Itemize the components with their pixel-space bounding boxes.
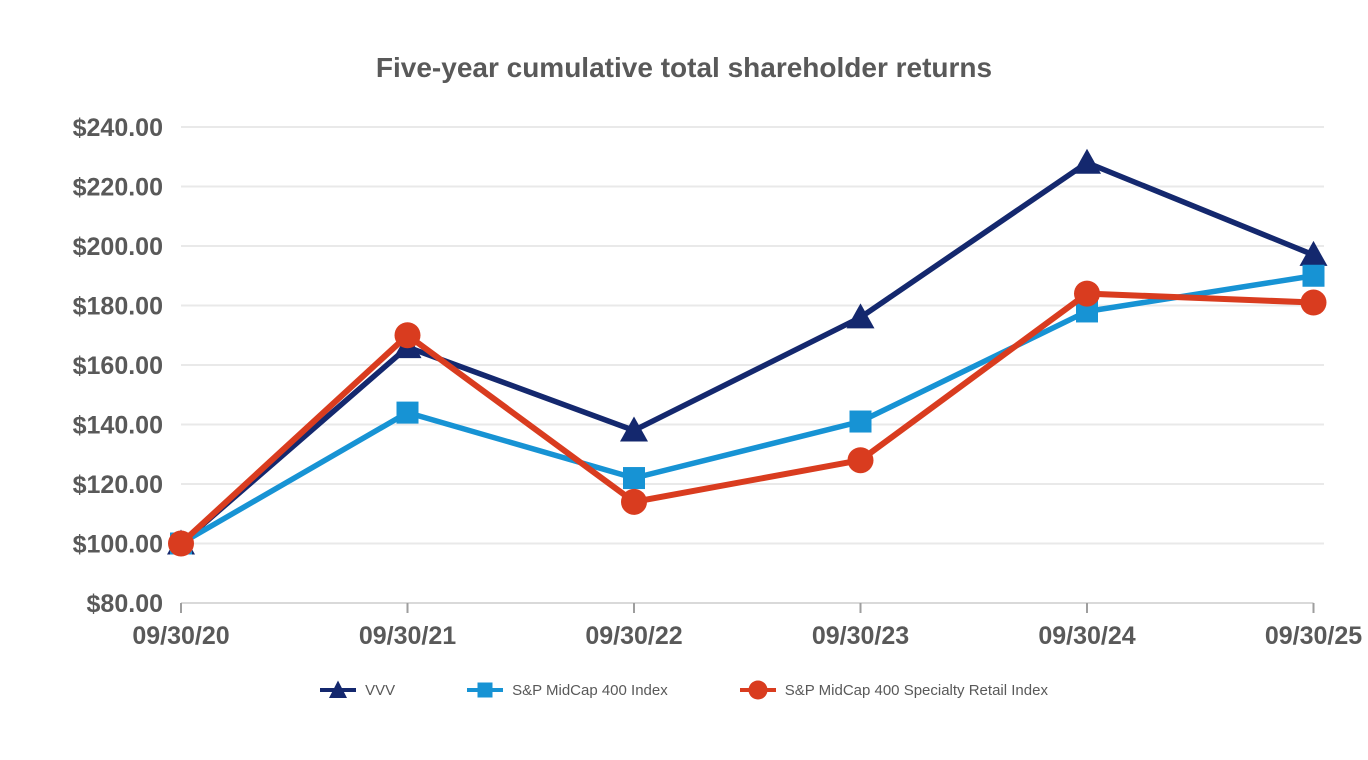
- circle-marker-s-p-midcap-400-specialty-retail-index: [1300, 289, 1327, 316]
- triangle-legend-marker-icon: [320, 680, 357, 698]
- legend-triangle: [329, 680, 348, 698]
- y-axis-tick-label: $100.00: [73, 531, 163, 559]
- y-axis-tick-label: $240.00: [73, 114, 163, 142]
- x-axis-tick-label: 09/30/25: [1265, 622, 1362, 650]
- triangle-marker-vvv: [1073, 148, 1101, 174]
- y-axis-tick-label: $180.00: [73, 293, 163, 321]
- legend-square: [477, 682, 493, 698]
- legend-label: S&P MidCap 400 Index: [512, 681, 668, 699]
- series-s-p-midcap-400-specialty-retail-index: [168, 280, 1327, 557]
- square-marker-s-p-midcap-400-index: [1076, 300, 1098, 323]
- series-line-s-p-midcap-400-index: [178, 273, 1317, 547]
- legend-label: VVV: [365, 681, 396, 699]
- square-marker-s-p-midcap-400-index: [849, 410, 872, 433]
- y-axis-tick-label: $80.00: [87, 590, 163, 618]
- triangle-marker-vvv: [620, 416, 648, 442]
- circle-marker-s-p-midcap-400-specialty-retail-index: [394, 322, 421, 349]
- series-line-vvv: [178, 159, 1317, 547]
- series-vvv: [167, 148, 1328, 555]
- circle-marker-s-p-midcap-400-specialty-retail-index: [168, 530, 194, 557]
- series-s-p-midcap-400-index: [170, 264, 1325, 555]
- x-axis-tick-label: 09/30/22: [585, 622, 682, 650]
- x-axis-tick-label: 09/30/23: [812, 622, 909, 650]
- y-axis-tick-label: $160.00: [73, 352, 163, 380]
- series-line-s-p-midcap-400-specialty-retail-index: [178, 290, 1317, 547]
- square-marker-s-p-midcap-400-index: [623, 467, 645, 490]
- legend-label: S&P MidCap 400 Specialty Retail Index: [784, 681, 1048, 699]
- legend-item-s-p-midcap-400-specialty-retail-index: S&P MidCap 400 Specialty Retail Index: [739, 678, 1048, 702]
- legend-item-vvv: VVV: [320, 678, 395, 702]
- x-axis-tick-label: 09/30/20: [132, 622, 229, 650]
- x-axis-tick-label: 09/30/21: [359, 622, 456, 650]
- circle-marker-s-p-midcap-400-specialty-retail-index: [621, 488, 647, 515]
- y-axis-tick-label: $140.00: [73, 412, 163, 440]
- circle-marker-s-p-midcap-400-specialty-retail-index: [1074, 280, 1100, 307]
- y-axis-tick-label: $120.00: [73, 471, 163, 499]
- triangle-marker-vvv: [1299, 240, 1328, 266]
- chart-title: Five-year cumulative total shareholder r…: [375, 52, 993, 83]
- square-legend-marker-icon: [467, 682, 504, 698]
- circle-legend-marker-icon: [739, 680, 776, 700]
- square-marker-s-p-midcap-400-index: [1302, 264, 1325, 287]
- triangle-marker-vvv: [846, 303, 875, 329]
- legend-item-s-p-midcap-400-index: S&P MidCap 400 Index: [467, 678, 668, 702]
- x-axis-tick-label: 09/30/24: [1038, 622, 1135, 650]
- legend-circle: [748, 680, 768, 700]
- chart-legend: VVV S&P MidCap 400 Index S&P MidCap 400 Sp…: [0, 678, 1368, 702]
- y-axis-tick-label: $200.00: [73, 233, 163, 261]
- square-marker-s-p-midcap-400-index: [396, 401, 419, 424]
- circle-marker-s-p-midcap-400-specialty-retail-index: [847, 447, 874, 474]
- y-axis-tick-label: $220.00: [73, 174, 163, 202]
